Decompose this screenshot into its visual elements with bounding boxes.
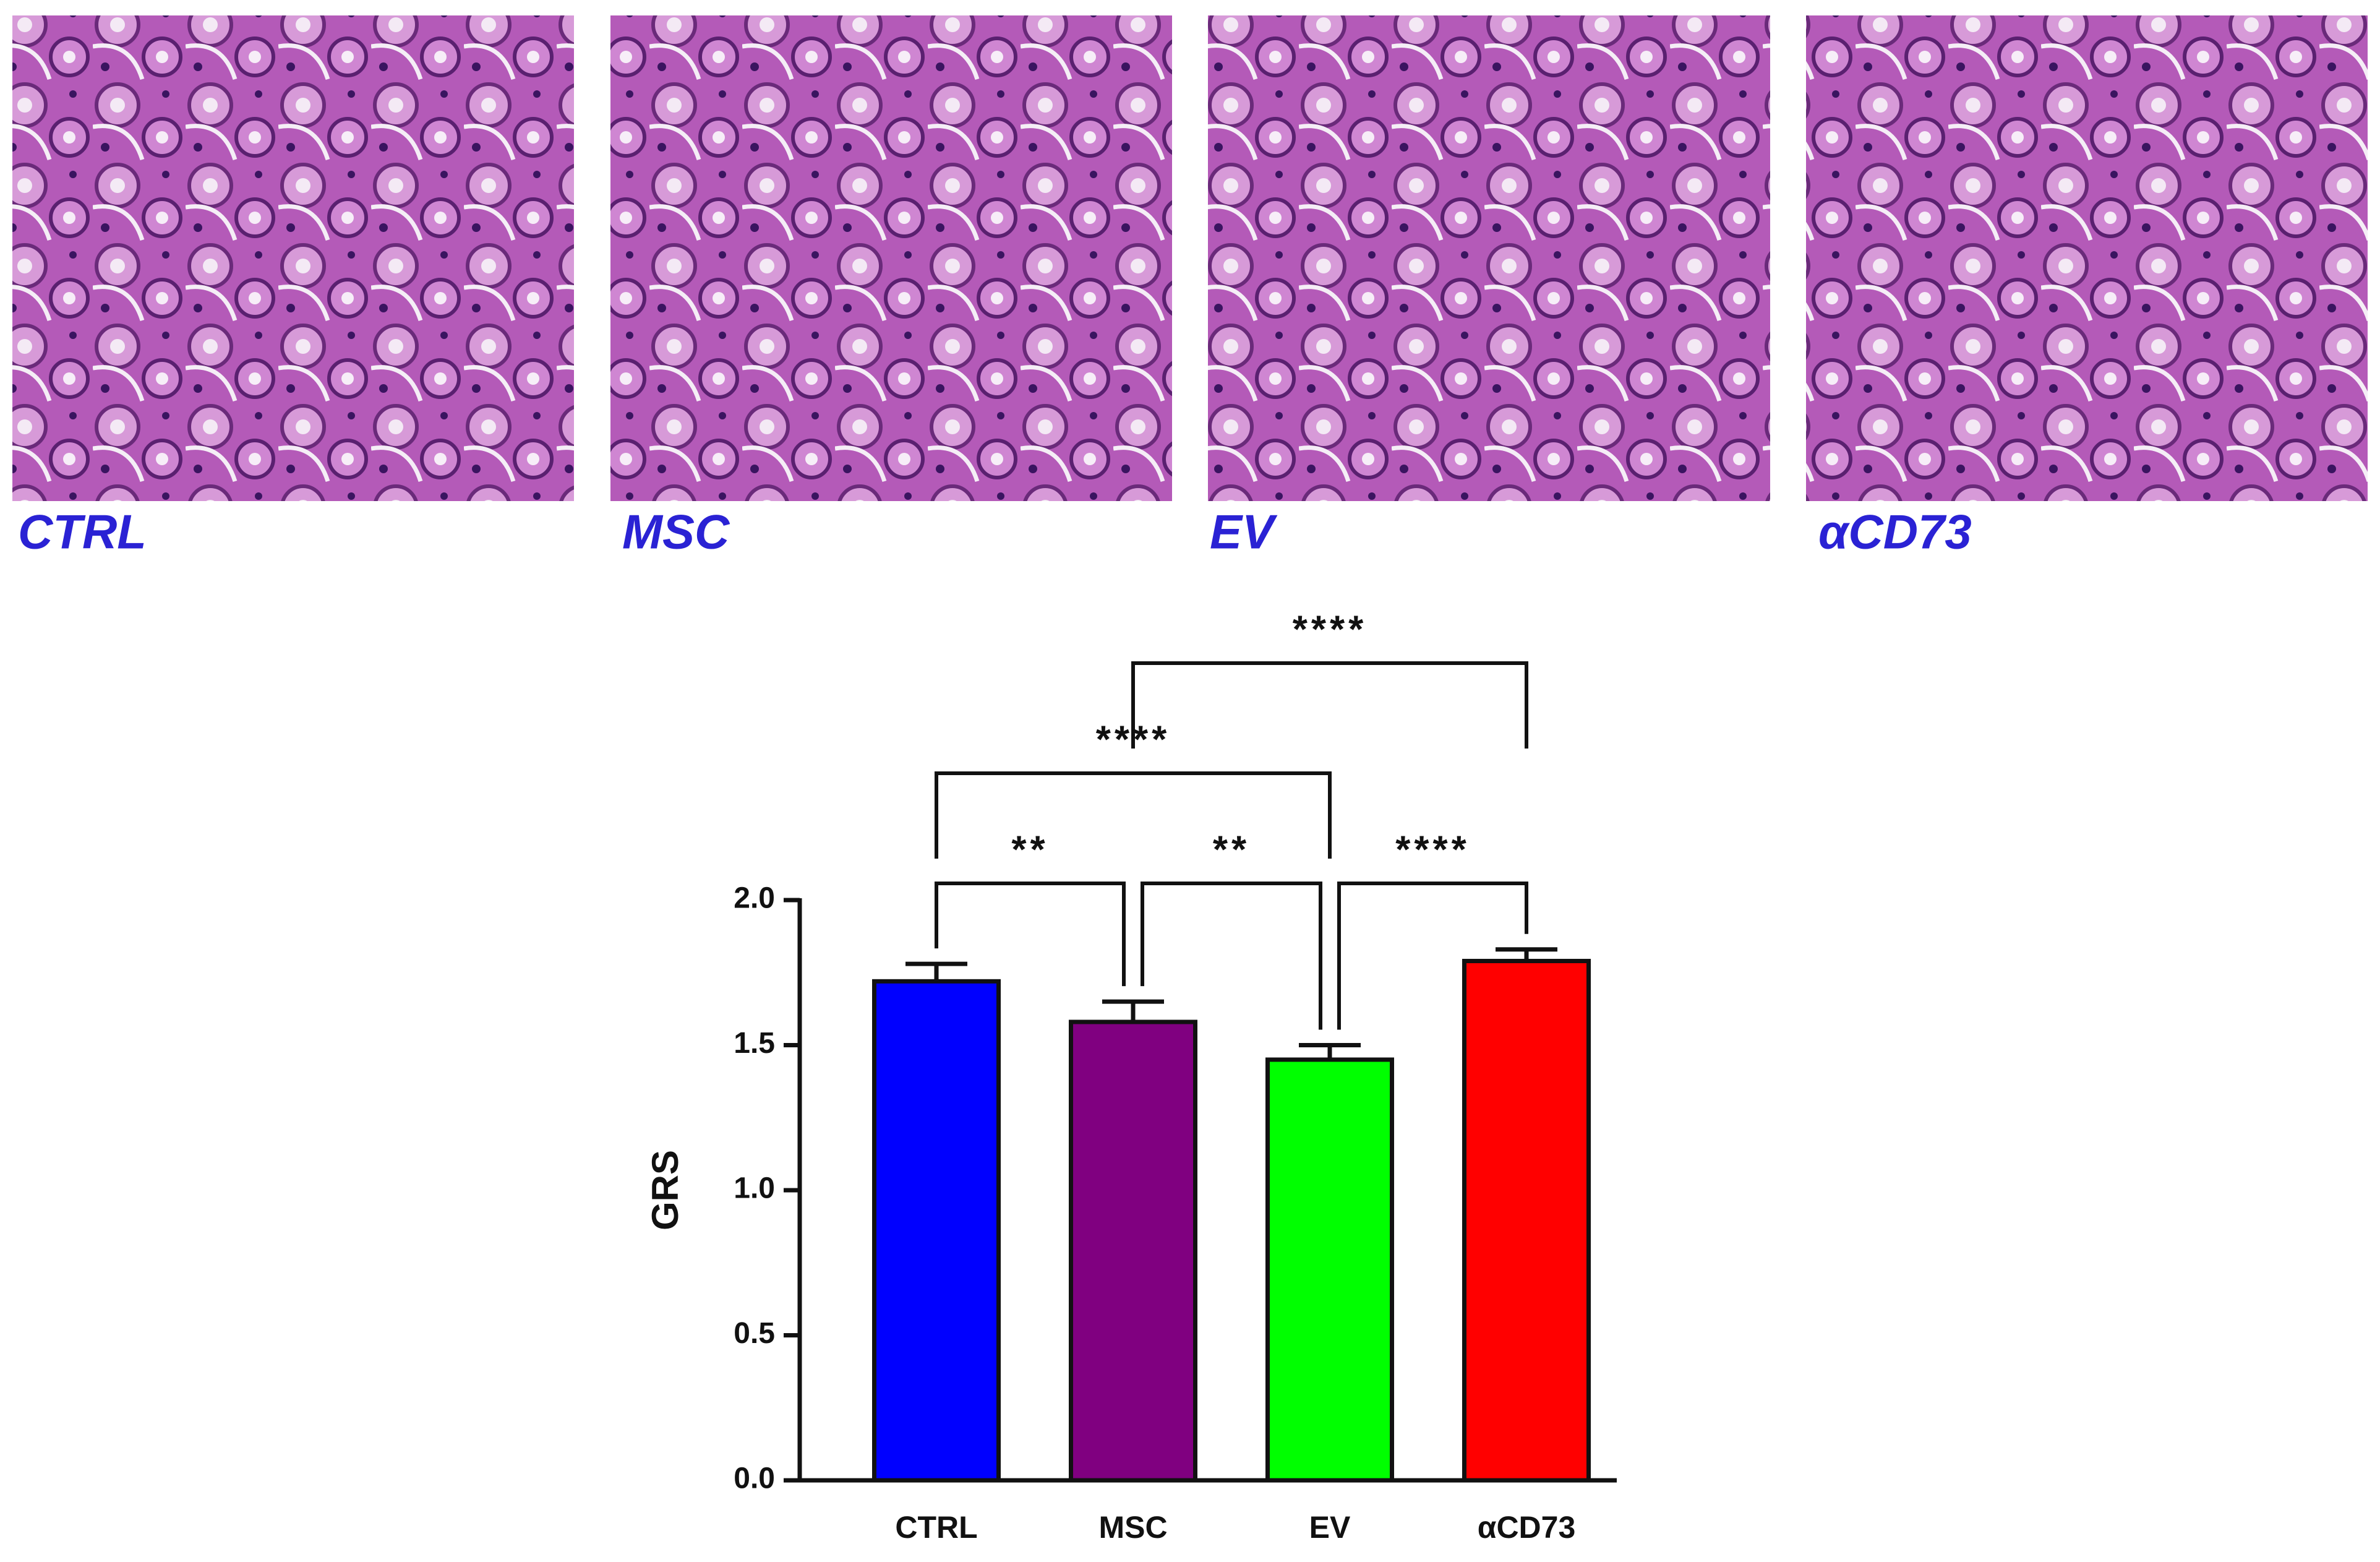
x-tick-label: MSC <box>1098 1510 1167 1545</box>
y-tick-label: 1.5 <box>734 1027 775 1060</box>
significance-bracket <box>1337 882 1528 1030</box>
x-tick-label: αCD73 <box>1478 1510 1576 1545</box>
y-tick-label: 0.5 <box>734 1317 775 1350</box>
significance-label: **** <box>1395 828 1470 871</box>
y-tick-label: 2.0 <box>734 882 775 915</box>
significance-bracket <box>935 771 1332 859</box>
significance-bracket <box>935 882 1126 987</box>
histology-image <box>610 15 1172 501</box>
significance-label: ** <box>1011 828 1048 871</box>
bar <box>1265 1057 1394 1483</box>
histology-image <box>12 15 574 501</box>
y-axis-label: GRS <box>644 1150 686 1230</box>
significance-bracket <box>1141 882 1322 1030</box>
x-tick-label: EV <box>1309 1510 1351 1545</box>
bar <box>1069 1019 1197 1483</box>
image-label: CTRL <box>18 505 147 559</box>
y-tick-label: 1.0 <box>734 1172 775 1205</box>
bar <box>1462 958 1591 1483</box>
significance-label: **** <box>1293 608 1368 651</box>
image-label: EV <box>1210 505 1278 559</box>
bar <box>872 979 1001 1483</box>
histology-image <box>1806 15 2368 501</box>
image-label: MSC <box>622 505 730 559</box>
significance-label: ** <box>1213 828 1250 871</box>
y-tick-label: 0.0 <box>734 1462 775 1495</box>
histology-image <box>1208 15 1770 501</box>
x-tick-label: CTRL <box>895 1510 977 1545</box>
image-label: αCD73 <box>1818 505 1972 559</box>
significance-bracket <box>1131 661 1528 749</box>
